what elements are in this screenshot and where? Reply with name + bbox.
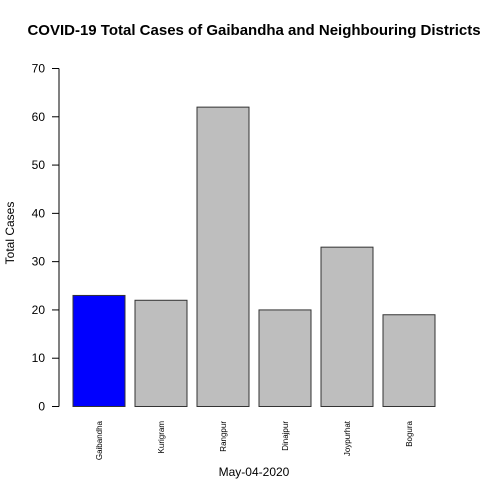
bar-dinajpur [258, 309, 312, 407]
chart-title: COVID-19 Total Cases of Gaibandha and Ne… [27, 22, 480, 39]
y-tick-label: 50 [32, 158, 46, 172]
y-tick-label: 70 [32, 62, 46, 76]
y-tick-label: 60 [32, 110, 46, 124]
y-tick-label: 30 [32, 255, 46, 269]
bar-kurigram [134, 299, 188, 407]
x-category-label: Kurigram [157, 421, 166, 454]
bar-bogura [382, 314, 436, 407]
bar-rangpur [196, 106, 250, 407]
y-tick-label: 20 [32, 303, 46, 317]
y-axis: 0 10 20 30 40 50 60 70 [32, 62, 60, 414]
x-category-label: Dinajpur [281, 421, 290, 451]
bar-joypurhat [320, 246, 374, 407]
y-tick-label: 0 [38, 400, 45, 414]
x-category-label: Rangpur [219, 421, 228, 452]
bars-group [72, 106, 436, 408]
x-category-label: Bogura [405, 420, 414, 446]
y-tick-label: 10 [32, 351, 46, 365]
x-category-label: Gaibandha [95, 420, 104, 460]
y-axis-label: Total Cases [3, 202, 17, 265]
x-axis-label: May-04-2020 [219, 465, 290, 479]
x-category-labels: Gaibandha Kurigram Rangpur Dinajpur Joypurha… [95, 420, 414, 460]
bar-gaibandha [72, 294, 126, 408]
x-category-label: Joypurhat [343, 420, 352, 456]
y-tick-label: 40 [32, 206, 46, 220]
